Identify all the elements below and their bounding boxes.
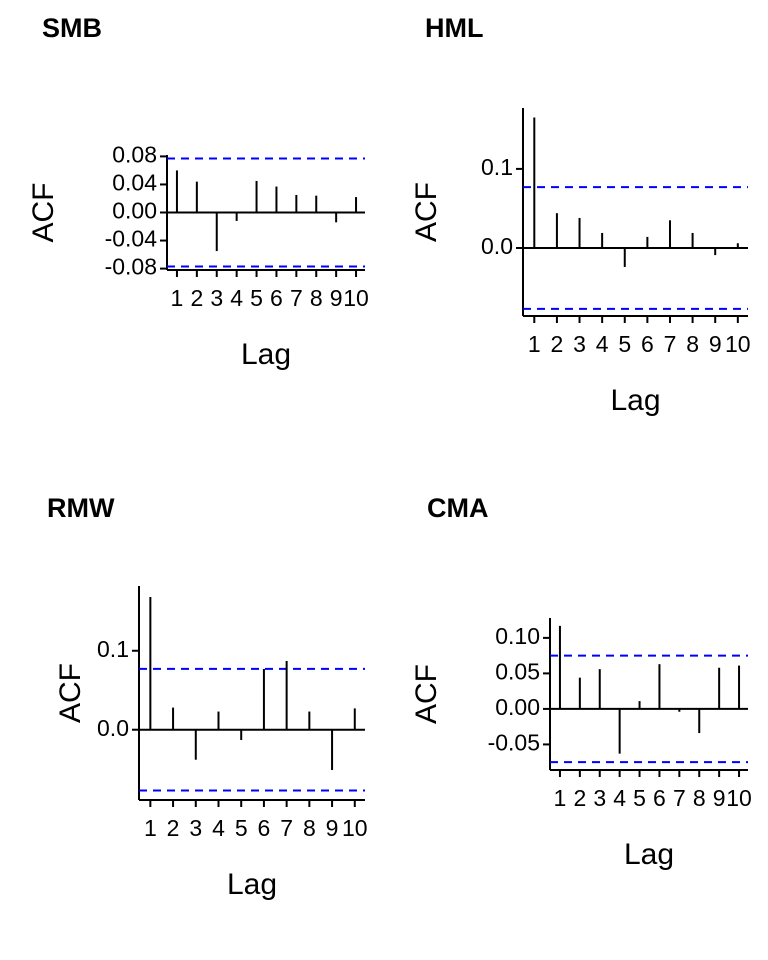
x-tick-label: 10 (726, 785, 752, 811)
y-tick-label: 0.04 (112, 170, 157, 196)
x-tick-label: 9 (713, 785, 726, 811)
x-tick-label: 2 (551, 331, 564, 357)
x-tick-label: 8 (310, 285, 323, 311)
y-tick-label: 0.00 (495, 694, 540, 720)
y-tick-label: 0.0 (97, 715, 129, 741)
x-axis-title: Lag (610, 384, 660, 417)
y-tick-label: 0.08 (112, 141, 157, 167)
x-tick-label: 1 (144, 815, 157, 841)
x-tick-label: 4 (212, 815, 225, 841)
x-tick-label: 6 (641, 331, 654, 357)
x-tick-label: 3 (573, 331, 586, 357)
panel-title: HML (425, 13, 483, 43)
x-axis-title: Lag (241, 338, 291, 371)
x-tick-label: 2 (190, 285, 203, 311)
x-tick-label: 1 (171, 285, 184, 311)
x-tick-label: 9 (330, 285, 343, 311)
x-tick-label: 5 (250, 285, 263, 311)
y-tick-label: -0.05 (488, 730, 540, 756)
x-tick-label: 3 (210, 285, 223, 311)
x-tick-label: 1 (554, 785, 567, 811)
panel-title: CMA (427, 493, 489, 523)
x-tick-label: 7 (290, 285, 303, 311)
x-tick-label: 10 (343, 285, 369, 311)
y-axis-title: ACF (410, 664, 443, 724)
x-tick-label: 8 (686, 331, 699, 357)
x-tick-label: 5 (235, 815, 248, 841)
y-tick-label: 0.1 (481, 154, 513, 180)
y-tick-label: 0.00 (112, 198, 157, 224)
y-axis-title: ACF (54, 663, 87, 723)
x-tick-label: 2 (167, 815, 180, 841)
x-tick-label: 8 (693, 785, 706, 811)
x-tick-label: 3 (189, 815, 202, 841)
x-tick-label: 1 (528, 331, 541, 357)
x-tick-label: 10 (725, 331, 751, 357)
x-tick-label: 7 (673, 785, 686, 811)
y-tick-label: 0.0 (481, 233, 513, 259)
x-tick-label: 4 (596, 331, 609, 357)
x-tick-label: 10 (342, 815, 368, 841)
x-tick-label: 2 (573, 785, 586, 811)
x-tick-label: 5 (633, 785, 646, 811)
x-tick-label: 6 (258, 815, 271, 841)
x-tick-label: 7 (664, 331, 677, 357)
y-axis-title: ACF (410, 182, 443, 242)
y-tick-label: -0.08 (105, 254, 157, 280)
x-tick-label: 4 (613, 785, 626, 811)
x-tick-label: 5 (618, 331, 631, 357)
y-tick-label: 0.10 (495, 623, 540, 649)
x-tick-label: 8 (303, 815, 316, 841)
x-tick-label: 4 (230, 285, 243, 311)
x-tick-label: 6 (653, 785, 666, 811)
y-axis-title: ACF (27, 183, 60, 243)
x-axis-title: Lag (227, 868, 277, 901)
x-tick-label: 3 (593, 785, 606, 811)
x-tick-label: 7 (280, 815, 293, 841)
x-tick-label: 6 (270, 285, 283, 311)
x-axis-title: Lag (624, 838, 674, 871)
x-tick-label: 9 (709, 331, 722, 357)
x-tick-label: 9 (326, 815, 339, 841)
panel-title: RMW (47, 493, 115, 523)
y-tick-label: 0.1 (97, 636, 129, 662)
y-tick-label: -0.04 (105, 226, 158, 252)
y-tick-label: 0.05 (495, 658, 540, 684)
panel-title: SMB (42, 13, 102, 43)
